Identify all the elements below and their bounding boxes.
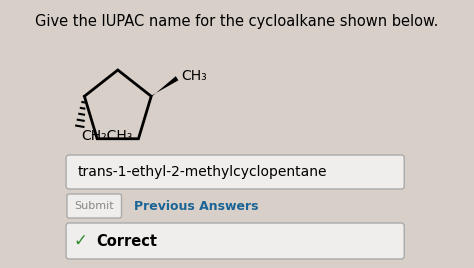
FancyBboxPatch shape [66,223,404,259]
Text: ✓: ✓ [74,232,88,250]
Text: CH₂CH₃: CH₂CH₃ [82,129,133,143]
FancyBboxPatch shape [67,194,121,218]
FancyBboxPatch shape [66,155,404,189]
Text: trans-1-ethyl-2-methylcyclopentane: trans-1-ethyl-2-methylcyclopentane [78,165,328,179]
Text: Submit: Submit [74,201,114,211]
Text: Previous Answers: Previous Answers [134,199,258,213]
Text: Give the IUPAC name for the cycloalkane shown below.: Give the IUPAC name for the cycloalkane … [35,14,439,29]
Polygon shape [150,76,178,96]
Text: Correct: Correct [97,233,157,248]
Text: CH₃: CH₃ [181,69,207,83]
